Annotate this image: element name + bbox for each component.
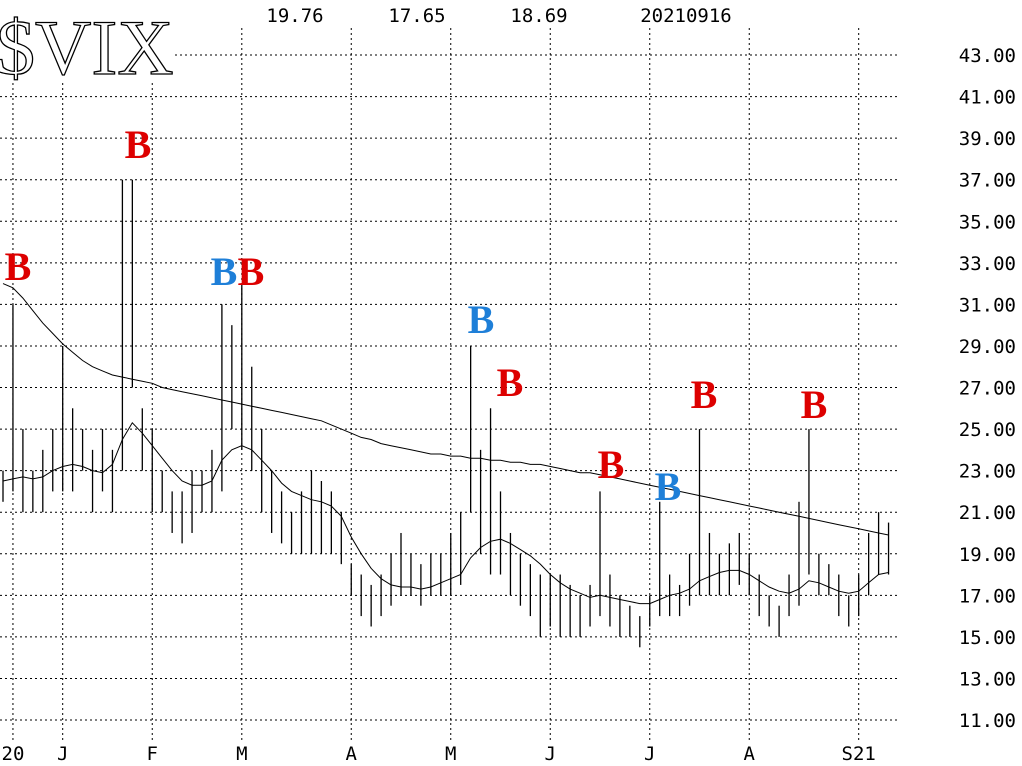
signal-label: B — [468, 297, 495, 342]
signal-label: B — [655, 464, 682, 509]
signal-label: B — [238, 249, 265, 294]
x-tick-label: A — [744, 743, 756, 765]
y-tick-label: 27.00 — [959, 378, 1016, 400]
y-tick-label: 33.00 — [959, 253, 1016, 275]
x-tick-label: S21 — [842, 743, 876, 765]
moving-average — [2, 421, 889, 605]
x-tick-label: M — [236, 743, 247, 765]
y-tick-label: 29.00 — [959, 336, 1016, 358]
chart-title: $VIX — [0, 4, 174, 91]
signal-label: B — [801, 382, 828, 427]
y-tick-label: 19.00 — [959, 544, 1016, 566]
signal-label: B — [5, 244, 32, 289]
signal-label: B — [211, 249, 238, 294]
x-tick-label: A — [346, 743, 358, 765]
y-tick-label: 35.00 — [959, 211, 1016, 233]
y-tick-label: 37.00 — [959, 170, 1016, 192]
y-tick-label: 11.00 — [959, 710, 1016, 732]
signal-label: B — [598, 442, 625, 487]
y-tick-label: 17.00 — [959, 585, 1016, 607]
signal-label: B — [125, 122, 152, 167]
header-value: 18.69 — [510, 5, 567, 27]
grid: 43.00 41.00 39.00 37.00 35.00 33.00 31.00 29.00… — [0, 28, 1016, 765]
header-value: 17.65 — [388, 5, 445, 27]
x-tick-label: 20 — [2, 743, 25, 765]
x-tick-label: M — [445, 743, 456, 765]
title-background — [0, 0, 172, 80]
y-tick-label: 31.00 — [959, 294, 1016, 316]
y-tick-label: 23.00 — [959, 461, 1016, 483]
x-tick-label: J — [57, 743, 68, 765]
y-tick-label: 21.00 — [959, 502, 1016, 524]
header-date: 20210916 — [640, 5, 732, 27]
y-tick-label: 41.00 — [959, 87, 1016, 109]
moving-average — [2, 283, 889, 536]
x-tick-label: J — [644, 743, 655, 765]
y-tick-label: 39.00 — [959, 128, 1016, 150]
x-tick-label: J — [545, 743, 556, 765]
signal-label: B — [691, 372, 718, 417]
x-tick-label: F — [147, 743, 158, 765]
signal-label: B — [497, 360, 524, 405]
header-value: 19.76 — [266, 5, 323, 27]
y-tick-label: 25.00 — [959, 419, 1016, 441]
y-tick-label: 43.00 — [959, 45, 1016, 67]
plot — [2, 179, 890, 648]
y-tick-label: 13.00 — [959, 668, 1016, 690]
y-tick-label: 15.00 — [959, 627, 1016, 649]
